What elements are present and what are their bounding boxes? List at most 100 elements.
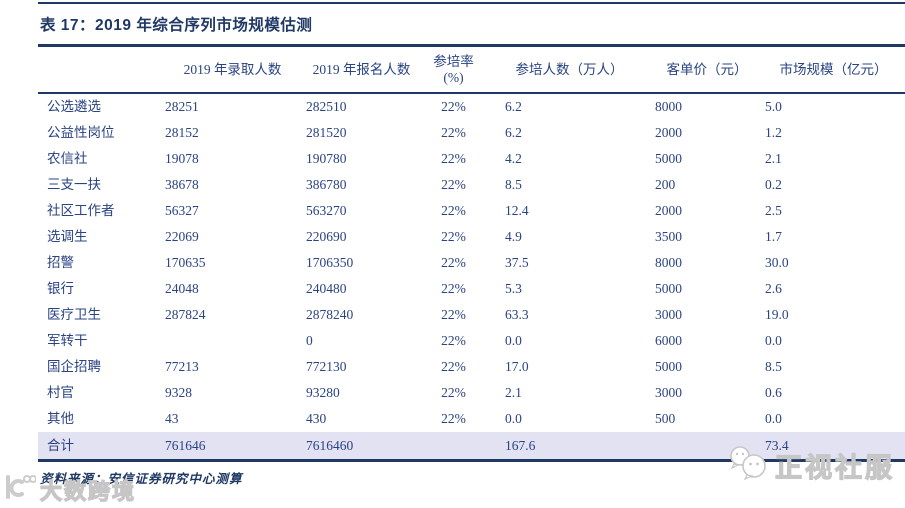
- cell-admitted: 43: [165, 411, 179, 426]
- cell-price: 2000: [655, 203, 682, 218]
- cell-rate: 22%: [441, 307, 466, 322]
- total-trainees: 167.6: [505, 438, 536, 453]
- table-body: 公选遴选 28251 282510 22% 6.2 8000 5.0 公益性岗位…: [38, 94, 905, 432]
- cell-market: 1.2: [765, 125, 782, 140]
- header-applied: 2019 年报名人数: [312, 61, 411, 77]
- cell-admitted: 28152: [165, 125, 199, 140]
- cell-admitted: 28251: [165, 99, 199, 114]
- row-label: 农信社: [47, 151, 88, 166]
- header-market: 市场规模（亿元）: [779, 61, 888, 77]
- cell-applied: 281520: [306, 125, 347, 140]
- cell-rate: 22%: [441, 281, 466, 296]
- table-row: 医疗卫生 287824 2878240 22% 63.3 3000 19.0: [38, 302, 905, 328]
- cell-trainees: 37.5: [505, 255, 529, 270]
- row-label: 国企招聘: [47, 359, 101, 374]
- cell-trainees: 0.0: [505, 411, 522, 426]
- table-row: 公益性岗位 28152 281520 22% 6.2 2000 1.2: [38, 120, 905, 146]
- cell-trainees: 0.0: [505, 333, 522, 348]
- cell-market: 0.0: [765, 333, 782, 348]
- cell-price: 8000: [655, 99, 682, 114]
- cell-market: 5.0: [765, 99, 782, 114]
- cell-applied: 220690: [306, 229, 347, 244]
- total-label: 合计: [47, 438, 74, 453]
- table-title: 表 17：2019 年综合序列市场规模估测: [40, 17, 313, 34]
- header-admitted: 2019 年录取人数: [183, 61, 282, 77]
- cell-applied: 563270: [306, 203, 347, 218]
- row-label: 公益性岗位: [47, 125, 115, 140]
- cell-rate: 22%: [441, 99, 466, 114]
- cell-admitted: 22069: [165, 229, 199, 244]
- cell-rate: 22%: [441, 333, 466, 348]
- total-market: 73.4: [765, 438, 789, 453]
- header-rate: 参培率 (%): [420, 54, 487, 85]
- cell-trainees: 4.2: [505, 151, 522, 166]
- cell-price: 2000: [655, 125, 682, 140]
- cell-admitted: 56327: [165, 203, 199, 218]
- table-header-row: 2019 年录取人数 2019 年报名人数 参培率 (%) 参培人数（万人） 客…: [38, 47, 905, 94]
- cell-price: 6000: [655, 333, 682, 348]
- total-rate: [420, 432, 487, 459]
- cell-trainees: 2.1: [505, 385, 522, 400]
- cell-applied: 190780: [306, 151, 347, 166]
- table-total-row: 合计 761646 7616460 167.6 73.4: [38, 432, 905, 462]
- row-label: 村官: [47, 385, 74, 400]
- cell-rate: 22%: [441, 125, 466, 140]
- table-row: 社区工作者 56327 563270 22% 12.4 2000 2.5: [38, 198, 905, 224]
- cell-applied: 2878240: [306, 307, 354, 322]
- cell-applied: 0: [306, 333, 313, 348]
- cell-rate: 22%: [441, 255, 466, 270]
- title-divider: [38, 44, 905, 47]
- table-row: 公选遴选 28251 282510 22% 6.2 8000 5.0: [38, 94, 905, 120]
- cell-price: 3000: [655, 307, 682, 322]
- table-row: 银行 24048 240480 22% 5.3 5000 2.6: [38, 276, 905, 302]
- cell-price: 500: [655, 411, 676, 426]
- cell-price: 8000: [655, 255, 682, 270]
- cell-admitted: [162, 328, 303, 354]
- cell-rate: 22%: [441, 385, 466, 400]
- cell-market: 8.5: [765, 359, 782, 374]
- header-rate-line2: (%): [443, 69, 464, 85]
- cell-applied: 430: [306, 411, 327, 426]
- cell-applied: 772130: [306, 359, 347, 374]
- cell-price: 5000: [655, 359, 682, 374]
- cell-price: 3500: [655, 229, 682, 244]
- cell-trainees: 4.9: [505, 229, 522, 244]
- cell-rate: 22%: [441, 177, 466, 192]
- table-row: 村官 9328 93280 22% 2.1 3000 0.6: [38, 380, 905, 406]
- cell-rate: 22%: [441, 359, 466, 374]
- row-label: 招警: [47, 255, 74, 270]
- cell-market: 1.7: [765, 229, 782, 244]
- row-label: 三支一扶: [47, 177, 101, 192]
- cell-applied: 386780: [306, 177, 347, 192]
- table-row: 军转干 0 22% 0.0 6000 0.0: [38, 328, 905, 354]
- cell-admitted: 24048: [165, 281, 199, 296]
- cell-admitted: 19078: [165, 151, 199, 166]
- cell-market: 0.6: [765, 385, 782, 400]
- cell-price: 3000: [655, 385, 682, 400]
- cell-trainees: 17.0: [505, 359, 529, 374]
- cell-trainees: 6.2: [505, 125, 522, 140]
- header-rate-line1: 参培率: [433, 53, 474, 69]
- cell-trainees: 12.4: [505, 203, 529, 218]
- cell-market: 0.2: [765, 177, 782, 192]
- cell-trainees: 5.3: [505, 281, 522, 296]
- cell-admitted: 77213: [165, 359, 199, 374]
- table-row: 其他 43 430 22% 0.0 500 0.0: [38, 406, 905, 432]
- row-label: 选调生: [47, 229, 88, 244]
- cell-applied: 93280: [306, 385, 340, 400]
- cell-rate: 22%: [441, 229, 466, 244]
- row-label: 医疗卫生: [47, 307, 101, 322]
- row-label: 银行: [47, 281, 74, 296]
- cell-rate: 22%: [441, 151, 466, 166]
- total-admitted: 761646: [165, 438, 206, 453]
- cell-price: 200: [655, 177, 676, 192]
- header-price: 客单价（元）: [666, 61, 748, 77]
- cell-applied: 282510: [306, 99, 347, 114]
- table-row: 国企招聘 77213 772130 22% 17.0 5000 8.5: [38, 354, 905, 380]
- top-divider: [38, 2, 905, 4]
- cell-admitted: 9328: [165, 385, 192, 400]
- total-price: [652, 432, 762, 459]
- table-row: 选调生 22069 220690 22% 4.9 3500 1.7: [38, 224, 905, 250]
- table-row: 招警 170635 1706350 22% 37.5 8000 30.0: [38, 250, 905, 276]
